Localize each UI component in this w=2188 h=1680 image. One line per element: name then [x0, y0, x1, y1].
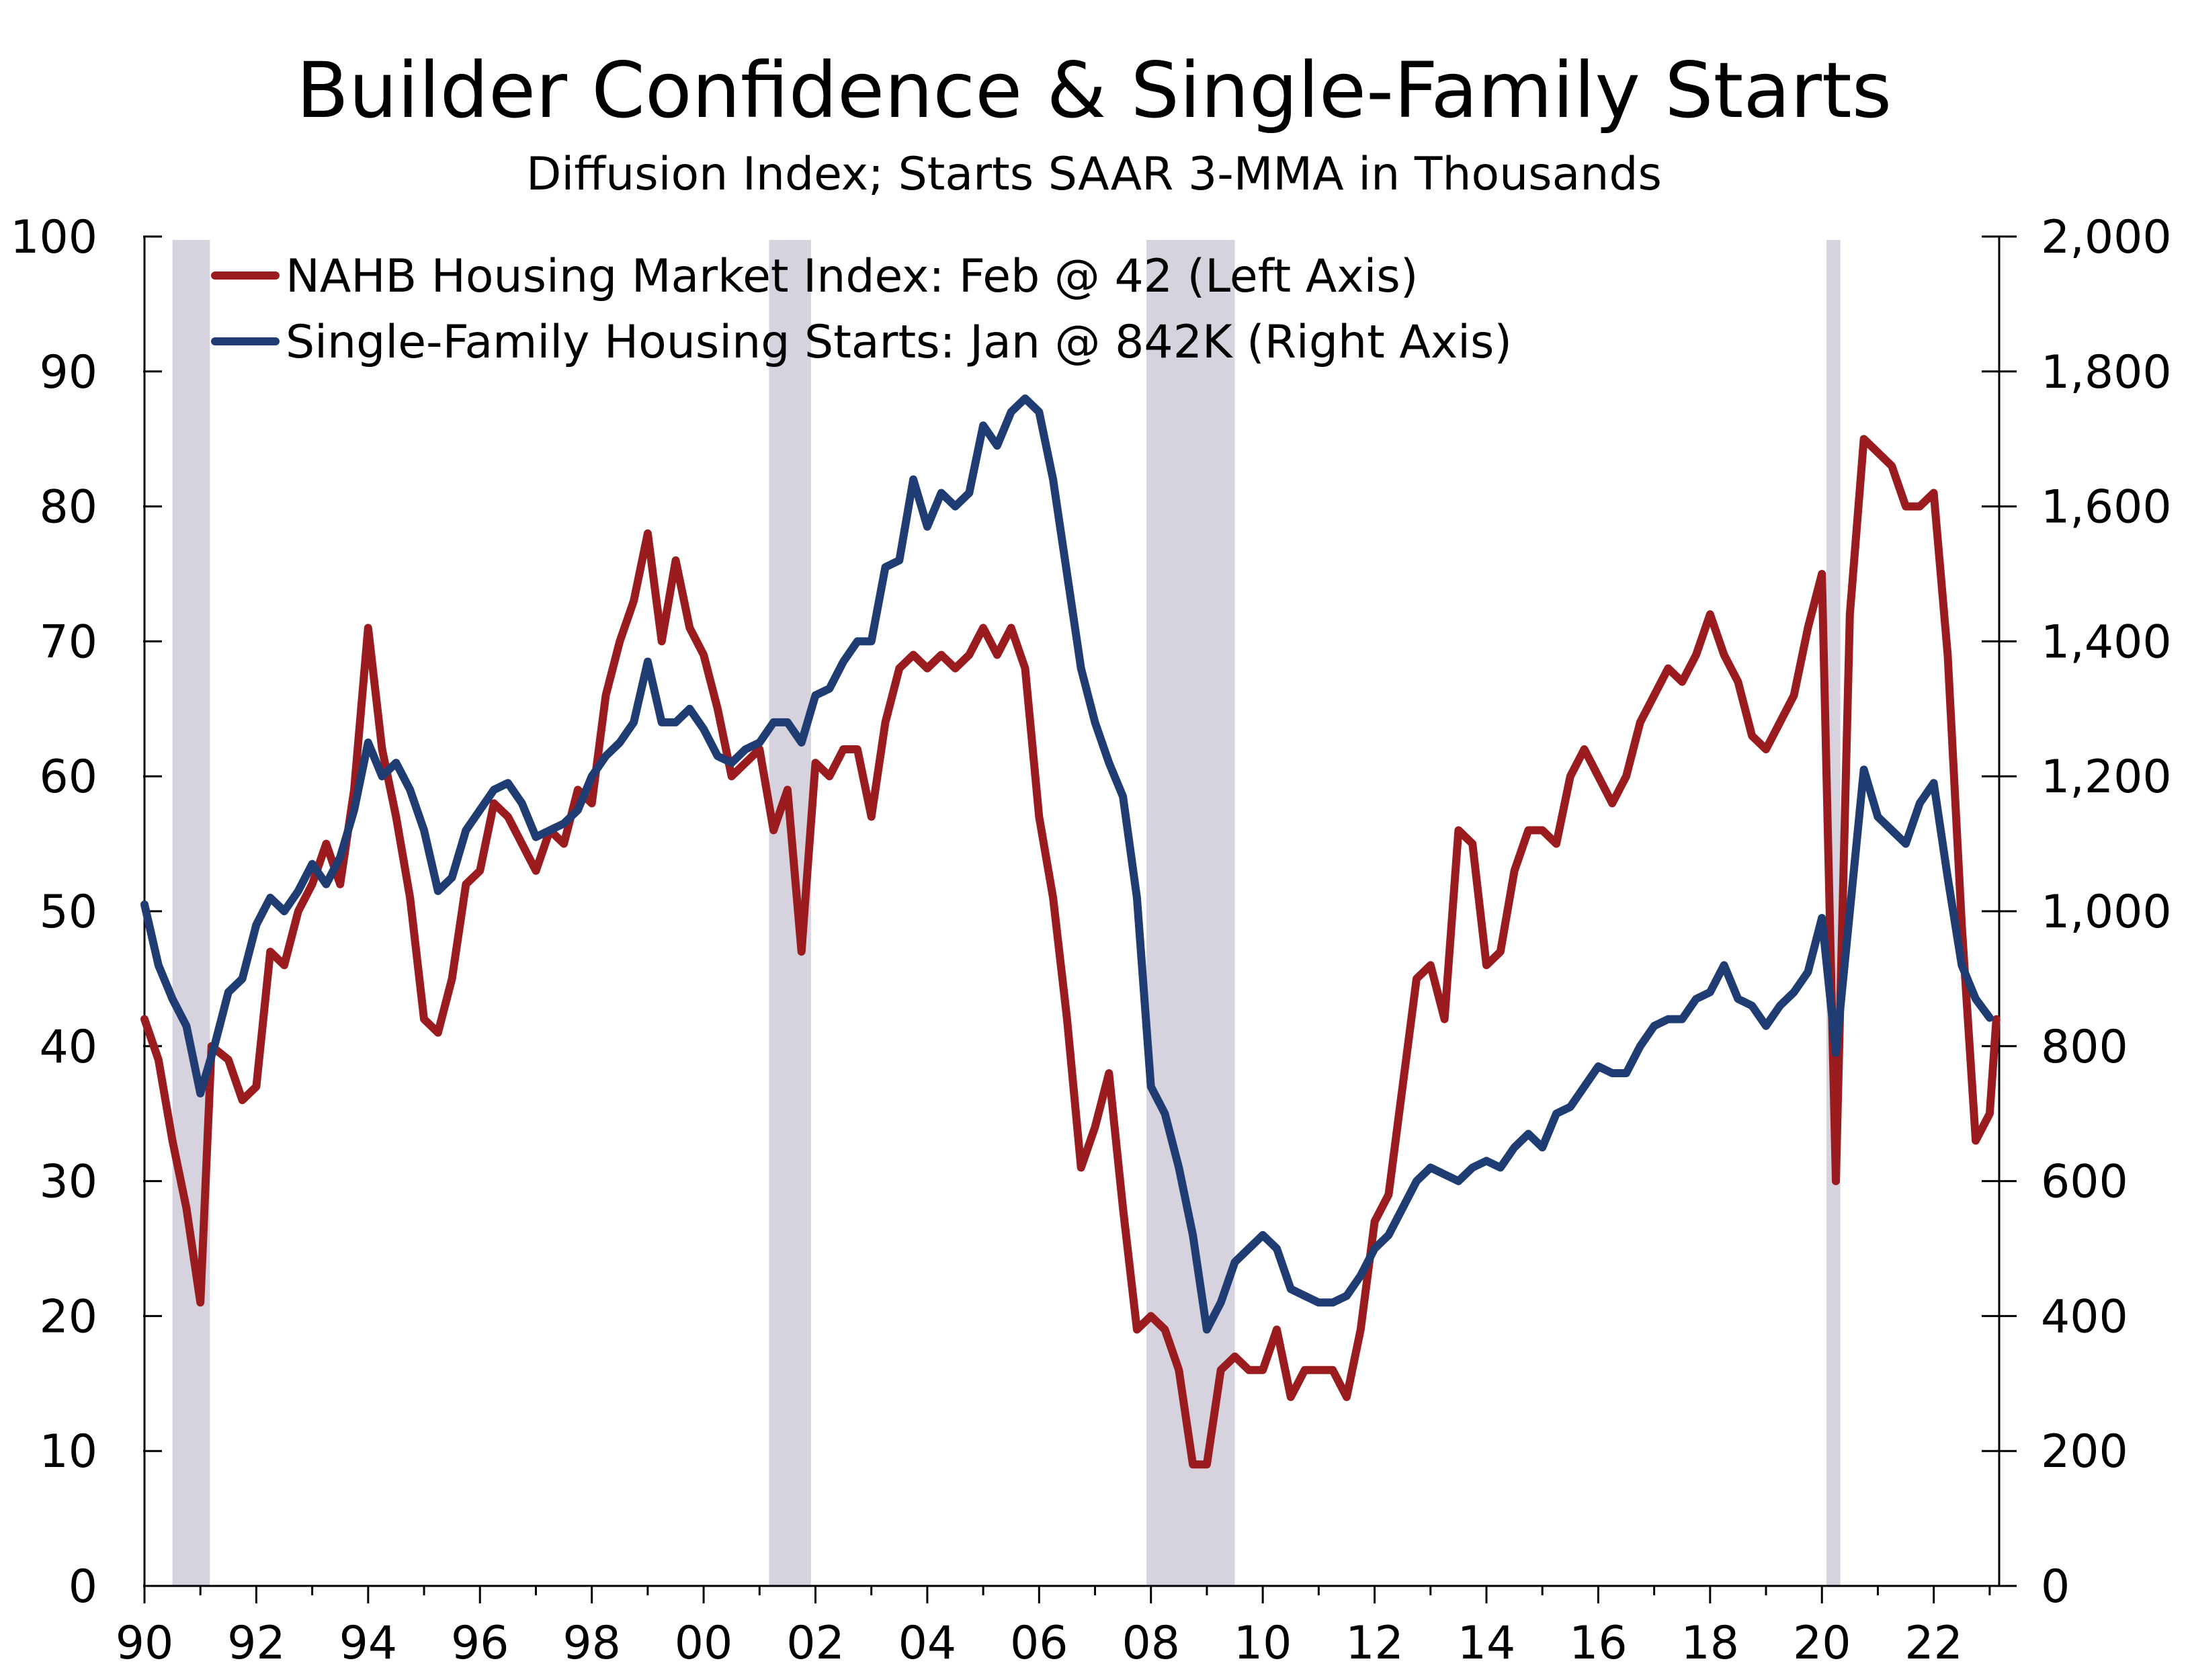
- right-axis-tick-label: 400: [2041, 1290, 2128, 1343]
- legend-label: NAHB Housing Market Index: Feb @ 42 (Lef…: [286, 250, 1418, 303]
- x-axis-tick-label: 10: [1234, 1617, 1292, 1670]
- x-axis-tick-label: 02: [786, 1617, 845, 1670]
- starts-series-line: [140, 394, 1994, 1334]
- recession-band: [172, 240, 210, 1586]
- right-axis-tick-label: 2,000: [2041, 211, 2172, 264]
- x-axis-tick-label: 96: [451, 1617, 509, 1670]
- x-axis-tick-label: 98: [562, 1617, 621, 1670]
- right-axis-tick-label: 0: [2041, 1560, 2070, 1613]
- right-axis-tick-label: 800: [2041, 1021, 2128, 1074]
- x-axis-tick-label: 04: [898, 1617, 957, 1670]
- x-axis-tick-label: 22: [1904, 1617, 1963, 1670]
- x-axis-tick-label: 92: [227, 1617, 286, 1670]
- recession-band: [1146, 240, 1235, 1586]
- left-axis-tick-label: 40: [39, 1021, 97, 1074]
- right-axis-tick-label: 1,600: [2041, 481, 2172, 534]
- left-axis-tick-label: 90: [39, 346, 97, 399]
- right-axis-tick-label: 1,400: [2041, 616, 2172, 669]
- legend-label: Single-Family Housing Starts: Jan @ 842K…: [286, 316, 1512, 369]
- left-axis-tick-label: 0: [69, 1560, 97, 1613]
- x-axis-tick-label: 00: [675, 1617, 733, 1670]
- left-axis-tick-label: 20: [39, 1290, 97, 1343]
- right-axis-tick-label: 1,200: [2041, 751, 2172, 804]
- hmi-series-line: [140, 435, 2001, 1469]
- x-axis-tick-label: 18: [1681, 1617, 1740, 1670]
- left-axis-tick-label: 70: [39, 616, 97, 669]
- right-axis-tick-label: 1,000: [2041, 886, 2172, 939]
- x-axis-tick-label: 08: [1122, 1617, 1180, 1670]
- x-axis-tick-label: 90: [116, 1617, 174, 1670]
- left-axis-tick-label: 30: [39, 1156, 97, 1209]
- chart-title: Builder Confidence & Single-Family Start…: [296, 46, 1892, 135]
- right-axis-tick-label: 200: [2041, 1425, 2128, 1478]
- x-axis-tick-label: 94: [339, 1617, 398, 1670]
- x-axis-tick-label: 16: [1569, 1617, 1628, 1670]
- chart-subtitle: Diffusion Index; Starts SAAR 3-MMA in Th…: [526, 148, 1662, 201]
- left-axis-tick-label: 50: [39, 886, 97, 939]
- left-axis-tick-label: 60: [39, 751, 97, 804]
- right-axis-tick-label: 600: [2041, 1156, 2128, 1209]
- x-axis-tick-label: 06: [1010, 1617, 1068, 1670]
- left-axis-tick-label: 10: [39, 1425, 97, 1478]
- x-axis-tick-label: 14: [1458, 1617, 1516, 1670]
- left-axis-tick-label: 80: [39, 481, 97, 534]
- right-axis-tick-label: 1,800: [2041, 346, 2172, 399]
- x-axis-tick-label: 12: [1345, 1617, 1404, 1670]
- left-axis-tick-label: 100: [10, 211, 97, 264]
- x-axis-tick-label: 20: [1793, 1617, 1851, 1670]
